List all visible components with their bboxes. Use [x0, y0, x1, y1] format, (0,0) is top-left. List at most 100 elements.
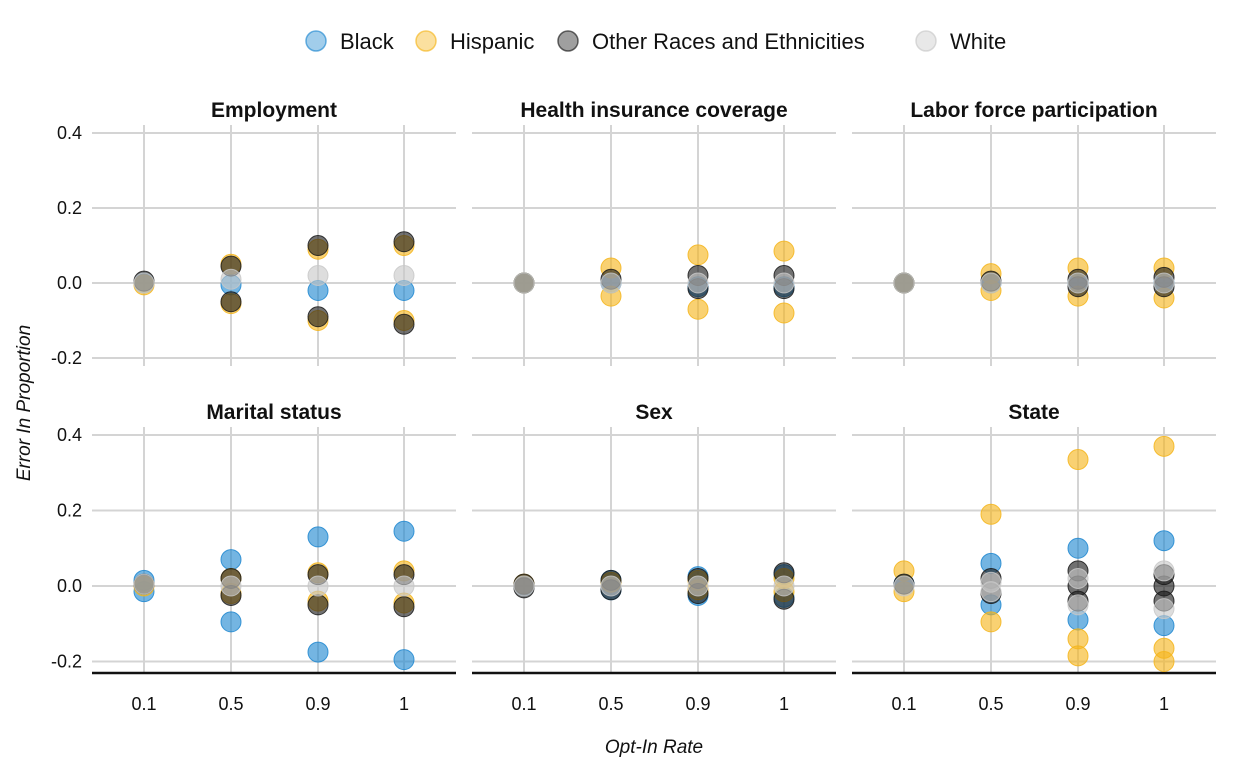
facet-panel-2: Labor force participation: [852, 99, 1216, 366]
data-point: [773, 302, 795, 324]
data-point: [773, 240, 795, 262]
x-axis-title: Opt-In Rate: [605, 737, 703, 758]
x-tick-label: 0.1: [891, 694, 916, 714]
data-point: [1067, 272, 1089, 294]
points: [513, 562, 795, 610]
legend: Black Hispanic Other Races and Ethnicities…: [305, 29, 1006, 54]
y-axis-title: Error In Proportion: [14, 325, 35, 481]
data-point: [893, 272, 915, 294]
data-point: [220, 611, 242, 633]
data-point: [220, 291, 242, 313]
points: [133, 231, 415, 335]
data-point: [220, 575, 242, 597]
data-point: [393, 649, 415, 671]
data-point: [773, 272, 795, 294]
data-point: [513, 272, 535, 294]
x-tick-label: 0.5: [978, 694, 1003, 714]
x-tick-label: 0.9: [1065, 694, 1090, 714]
x-tick-label: 0.1: [511, 694, 536, 714]
legend-swatch: [557, 30, 579, 52]
facet-title: State: [1008, 401, 1059, 424]
points: [893, 257, 1175, 309]
data-point: [980, 611, 1002, 633]
y-tick-label: 0.0: [57, 273, 82, 293]
facet-panels: Employment -0.2 0.0 0.2 0.4 Health insurance …: [51, 99, 1216, 714]
data-point: [980, 581, 1002, 603]
x-tick-label: 0.5: [218, 694, 243, 714]
y-tick-label: 0.0: [57, 576, 82, 596]
x-tick-label: 0.9: [685, 694, 710, 714]
legend-label: Other Races and Ethnicities: [592, 29, 865, 54]
facet-title: Employment: [211, 99, 337, 122]
data-point: [1153, 435, 1175, 457]
data-point: [893, 575, 915, 597]
x-tick-label: 0.9: [305, 694, 330, 714]
legend-label: White: [950, 29, 1006, 54]
data-point: [1067, 594, 1089, 616]
data-point: [687, 298, 709, 320]
data-point: [1067, 645, 1089, 667]
data-point: [307, 235, 329, 256]
data-point: [393, 313, 415, 335]
y-tick-label: 0.2: [57, 198, 82, 218]
data-point: [1153, 651, 1175, 672]
data-point: [1067, 567, 1089, 589]
legend-swatch: [415, 30, 437, 52]
data-point: [1153, 530, 1175, 552]
legend-item-2: Other Races and Ethnicities: [557, 29, 865, 54]
data-point: [307, 594, 329, 616]
points: [133, 520, 415, 671]
data-point: [600, 575, 622, 597]
data-point: [393, 520, 415, 542]
facet-panel-0: Employment -0.2 0.0 0.2 0.4: [51, 99, 456, 368]
x-tick-label: 0.1: [131, 694, 156, 714]
data-point: [133, 573, 155, 595]
data-point: [600, 272, 622, 294]
legend-swatch: [305, 30, 327, 52]
legend-item-3: White: [915, 29, 1006, 54]
x-tick-label: 1: [779, 694, 789, 714]
data-point: [1153, 272, 1175, 294]
x-tick-label: 1: [1159, 694, 1169, 714]
data-point: [1067, 537, 1089, 559]
data-point: [1067, 449, 1089, 471]
data-point: [220, 268, 242, 290]
data-point: [307, 265, 329, 286]
legend-label: Black: [340, 29, 395, 54]
data-point: [220, 549, 242, 571]
legend-swatch: [915, 30, 937, 52]
x-tick-label: 0.5: [598, 694, 623, 714]
data-point: [393, 231, 415, 253]
x-tick-label: 1: [399, 694, 409, 714]
legend-label: Hispanic: [450, 29, 534, 54]
legend-item-1: Hispanic: [415, 29, 534, 54]
data-point: [687, 272, 709, 294]
data-point: [393, 265, 415, 286]
data-point: [393, 596, 415, 618]
data-point: [687, 575, 709, 597]
facet-panel-5: State 0.1 0.5 0.9 1: [852, 401, 1216, 714]
facet-title: Health insurance coverage: [520, 99, 787, 122]
y-tick-label: 0.2: [57, 501, 82, 521]
points: [893, 435, 1175, 672]
data-point: [773, 575, 795, 597]
data-point: [307, 526, 329, 548]
facet-panel-4: Sex 0.1 0.5 0.9 1: [472, 401, 836, 714]
facet-title: Labor force participation: [910, 99, 1157, 122]
y-tick-label: -0.2: [51, 348, 82, 368]
data-point: [980, 272, 1002, 294]
facet-title: Sex: [635, 401, 673, 424]
facet-panel-1: Health insurance coverage: [472, 99, 836, 366]
data-point: [307, 641, 329, 663]
data-point: [687, 244, 709, 266]
facet-panel-3: Marital status -0.2 0.0 0.2 0.4 0.1 0.5 0.9 1: [51, 401, 456, 714]
data-point: [307, 575, 329, 597]
data-point: [393, 575, 415, 597]
points: [513, 240, 795, 324]
legend-item-0: Black: [305, 29, 395, 54]
data-point: [1153, 598, 1175, 620]
data-point: [980, 503, 1002, 525]
data-point: [1153, 560, 1175, 582]
facet-title: Marital status: [206, 401, 341, 424]
